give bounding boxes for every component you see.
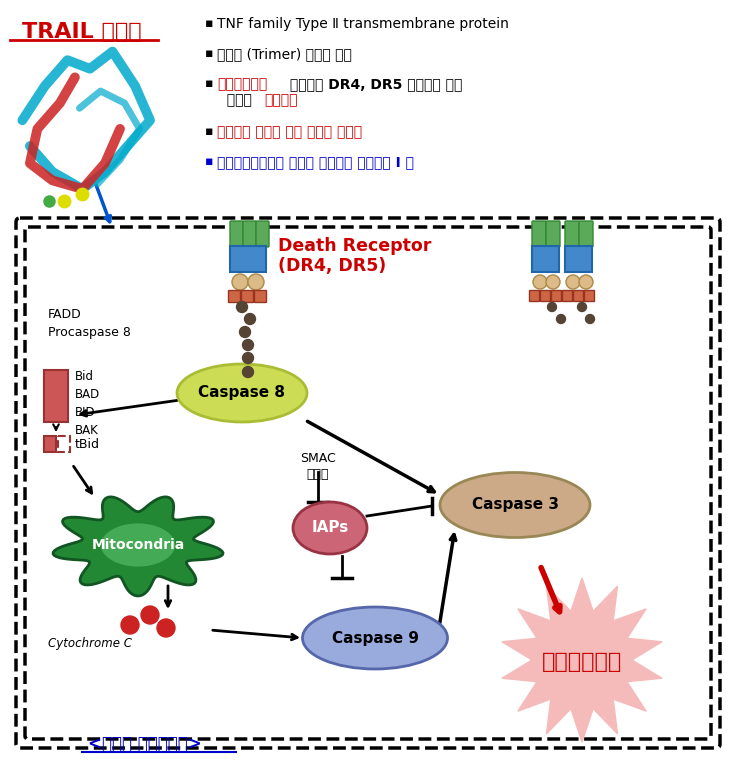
Ellipse shape [533, 275, 547, 289]
Circle shape [240, 326, 251, 337]
Text: Cytochrome C: Cytochrome C [48, 637, 132, 650]
FancyBboxPatch shape [562, 291, 572, 301]
Circle shape [243, 366, 254, 377]
FancyBboxPatch shape [230, 221, 243, 247]
FancyBboxPatch shape [256, 221, 269, 247]
FancyBboxPatch shape [579, 221, 593, 247]
Text: 정상세포 독성은 거의 없다고 알려짘: 정상세포 독성은 거의 없다고 알려짘 [217, 125, 362, 139]
Text: 사멸작용: 사멸작용 [264, 93, 298, 107]
FancyBboxPatch shape [44, 436, 56, 452]
Ellipse shape [248, 274, 264, 290]
Polygon shape [53, 497, 223, 596]
Circle shape [556, 315, 565, 323]
Text: ▪: ▪ [205, 17, 213, 30]
FancyBboxPatch shape [551, 291, 561, 301]
FancyBboxPatch shape [584, 291, 594, 301]
FancyBboxPatch shape [241, 291, 254, 302]
FancyBboxPatch shape [254, 291, 267, 302]
Circle shape [578, 302, 586, 312]
Text: SMAC
펝티드: SMAC 펝티드 [300, 452, 336, 481]
Text: ▪: ▪ [205, 155, 213, 168]
Circle shape [245, 313, 256, 324]
Circle shape [548, 302, 556, 312]
Circle shape [237, 301, 248, 312]
Text: Caspase 9: Caspase 9 [331, 630, 419, 646]
FancyBboxPatch shape [532, 221, 546, 247]
Polygon shape [502, 578, 662, 742]
FancyBboxPatch shape [16, 218, 720, 748]
Ellipse shape [579, 275, 593, 289]
Text: 적으로: 적으로 [217, 93, 257, 107]
FancyBboxPatch shape [44, 370, 68, 422]
Text: Caspase 3: Caspase 3 [471, 497, 559, 512]
Text: 아폭토시스기전을 이용한 항암제로 임상시험 Ⅰ 중: 아폭토시스기전을 이용한 항암제로 임상시험 Ⅰ 중 [217, 155, 414, 169]
Text: ▪: ▪ [205, 47, 213, 60]
Text: TRAIL 단백질: TRAIL 단백질 [22, 22, 141, 42]
FancyBboxPatch shape [565, 246, 592, 272]
Circle shape [243, 340, 254, 351]
Text: 자가세포사멸: 자가세포사멸 [542, 652, 622, 672]
Text: FADD
Procaspase 8: FADD Procaspase 8 [48, 308, 131, 339]
Ellipse shape [177, 364, 307, 422]
Ellipse shape [546, 275, 560, 289]
Text: Caspase 8: Caspase 8 [199, 386, 285, 401]
Ellipse shape [293, 502, 367, 554]
FancyBboxPatch shape [58, 436, 70, 452]
Circle shape [243, 352, 254, 363]
FancyBboxPatch shape [546, 221, 560, 247]
Text: <외인성 아폭토시스>: <외인성 아폭토시스> [88, 735, 202, 753]
Text: IAPs: IAPs [312, 520, 349, 536]
Ellipse shape [440, 473, 590, 537]
Circle shape [586, 315, 594, 323]
FancyBboxPatch shape [229, 291, 240, 302]
Text: Bid
BAD
BID
BAK: Bid BAD BID BAK [75, 370, 100, 437]
Text: ▪: ▪ [205, 77, 213, 90]
FancyBboxPatch shape [565, 221, 579, 247]
Circle shape [141, 606, 159, 624]
Text: 종양세포에만: 종양세포에만 [217, 77, 268, 91]
Text: Death Receptor
(DR4, DR5): Death Receptor (DR4, DR5) [278, 237, 432, 276]
Text: tBid: tBid [75, 437, 100, 451]
FancyBboxPatch shape [532, 246, 559, 272]
Text: ▪: ▪ [205, 125, 213, 138]
Polygon shape [100, 522, 176, 567]
Text: TNF family Type Ⅱ transmembrane protein: TNF family Type Ⅱ transmembrane protein [217, 17, 509, 31]
Circle shape [157, 619, 175, 637]
Text: 삼량체 (Trimer) 활성형 구조: 삼량체 (Trimer) 활성형 구조 [217, 47, 352, 61]
Ellipse shape [566, 275, 580, 289]
FancyBboxPatch shape [573, 291, 583, 301]
Ellipse shape [303, 607, 448, 669]
FancyBboxPatch shape [540, 291, 550, 301]
Text: 분포하는 DR4, DR5 수용체만 특이: 분포하는 DR4, DR5 수용체만 특이 [285, 77, 463, 91]
Circle shape [121, 616, 139, 634]
Ellipse shape [232, 274, 248, 290]
FancyBboxPatch shape [230, 246, 266, 272]
Text: Mitocondria: Mitocondria [92, 538, 185, 552]
FancyBboxPatch shape [243, 221, 256, 247]
FancyBboxPatch shape [529, 291, 539, 301]
